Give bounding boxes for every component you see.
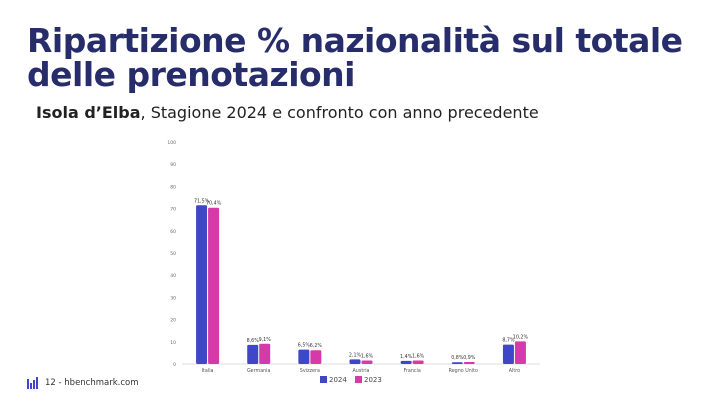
bar-2024 xyxy=(247,344,259,364)
y-tick-label: 90 xyxy=(170,162,176,168)
legend-swatch-2024 xyxy=(320,376,327,383)
bar-2023 xyxy=(208,207,220,364)
hbenchmark-logo-icon xyxy=(27,377,38,389)
bar-2024 xyxy=(502,344,514,364)
x-tick-label: Austria xyxy=(353,368,370,374)
y-tick-label: 60 xyxy=(170,229,176,235)
page-title: Ripartizione % nazionalità sul totale de… xyxy=(27,21,683,94)
y-tick-label: 20 xyxy=(170,318,176,324)
data-label: 6,2% xyxy=(310,343,323,349)
y-tick-label: 30 xyxy=(170,295,176,301)
y-tick-label: 10 xyxy=(170,340,176,346)
data-label: 6,5% xyxy=(298,343,311,349)
y-tick-label: 100 xyxy=(167,140,176,146)
data-label: 8,7% xyxy=(502,338,515,344)
x-tick-label: Regno Unito xyxy=(449,368,478,374)
bar-2024 xyxy=(451,362,463,364)
data-label: 70,4% xyxy=(206,201,222,207)
bar-2023 xyxy=(259,343,271,364)
data-label: 0,8% xyxy=(451,355,464,361)
data-label: 0,9% xyxy=(463,355,476,361)
bar-2024 xyxy=(400,360,412,364)
bar-2023 xyxy=(463,362,475,364)
bar-2023 xyxy=(361,360,373,364)
x-tick-label: Italia xyxy=(202,368,214,374)
data-label: 1,4% xyxy=(400,354,413,360)
footer: 12 - hbenchmark.com xyxy=(27,377,139,389)
y-tick-label: 0 xyxy=(173,362,176,368)
y-tick-label: 40 xyxy=(170,273,176,279)
legend-label: 2024 xyxy=(329,376,347,384)
legend-label: 2023 xyxy=(364,376,382,384)
y-tick-label: 80 xyxy=(170,184,176,190)
data-label: 8,6% xyxy=(247,338,260,344)
bar-2024 xyxy=(349,359,361,364)
bar-2023 xyxy=(514,341,526,364)
y-tick-label: 50 xyxy=(170,251,176,257)
page-subtitle: Isola d’Elba, Stagione 2024 e confronto … xyxy=(36,103,539,122)
y-tick-label: 70 xyxy=(170,207,176,213)
bar-2024 xyxy=(196,205,208,364)
x-tick-label: Francia xyxy=(404,368,421,374)
x-tick-label: Germania xyxy=(247,368,271,374)
bar-chart: 0 10 20 30 40 50 60 70 80 90 100 71,5%70,4% Italia 8,… xyxy=(167,140,540,384)
data-label: 1,6% xyxy=(412,353,425,359)
legend-swatch-2023 xyxy=(355,376,362,383)
subtitle-location: Isola d’Elba xyxy=(36,103,141,122)
subtitle-description: , Stagione 2024 e confronto con anno pre… xyxy=(140,103,539,122)
data-label: 2,1% xyxy=(349,352,362,358)
x-tick-label: Svizzera xyxy=(300,368,320,374)
data-label: 1,6% xyxy=(361,353,374,359)
data-label: 10,2% xyxy=(513,334,529,340)
bar-2024 xyxy=(298,349,310,364)
bar-2023 xyxy=(412,360,424,364)
bar-2023 xyxy=(310,350,322,364)
data-label: 9,1% xyxy=(259,337,272,343)
data-label: 71,5% xyxy=(194,198,210,204)
x-tick-label: Altro xyxy=(509,368,520,374)
footer-text: 12 - hbenchmark.com xyxy=(45,378,139,388)
